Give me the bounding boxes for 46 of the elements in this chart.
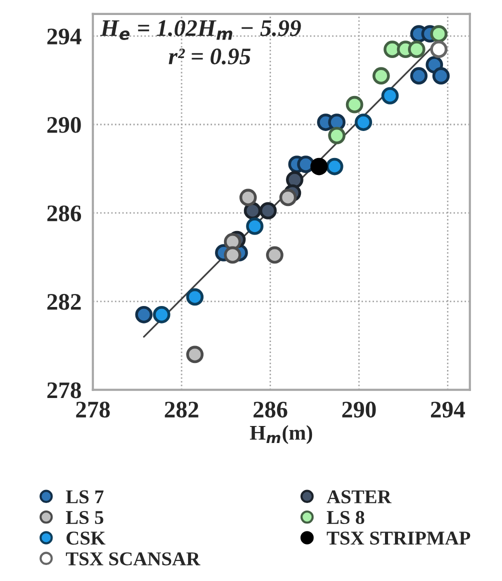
point — [310, 158, 328, 176]
point — [239, 188, 257, 206]
x-tick-label: 278 — [76, 402, 110, 418]
point — [266, 246, 284, 264]
point — [152, 306, 170, 324]
point — [346, 96, 364, 114]
legend-label: LS 8 — [326, 510, 364, 524]
point — [135, 306, 153, 324]
point — [328, 126, 346, 144]
x-tick-label: 290 — [342, 402, 376, 418]
annotation: r² = 0.95 — [168, 48, 251, 64]
point — [326, 158, 344, 176]
point — [328, 114, 346, 131]
x-axis-title: H$_{m}$(m) — [250, 425, 312, 444]
point — [246, 218, 264, 235]
x-tick-label: 282 — [164, 402, 198, 418]
point — [354, 114, 372, 131]
point — [297, 156, 314, 173]
point — [384, 40, 401, 58]
x-tick-label: 286 — [254, 402, 288, 418]
legend-label: LS 7 — [66, 490, 104, 504]
legend-label: ASTER — [326, 490, 392, 504]
point — [432, 67, 450, 85]
y-tick-label: 294 — [47, 28, 82, 44]
point — [408, 40, 426, 58]
point — [410, 67, 428, 85]
x-tick-label: 294 — [430, 402, 465, 418]
point — [186, 288, 204, 306]
legend-label: TSX SCANSAR — [66, 552, 200, 566]
legend-label: TSX STRIPMAP — [326, 532, 470, 545]
point — [286, 171, 304, 188]
legend-label: CSK — [66, 532, 106, 545]
point — [381, 87, 399, 104]
point — [186, 346, 204, 364]
point — [279, 188, 297, 206]
annotation: H$_{e}$ = 1.02H$_{m}$ − 5.99 — [100, 20, 301, 40]
point — [259, 202, 277, 220]
y-tick-label: 282 — [47, 294, 81, 310]
y-tick-label: 278 — [47, 382, 81, 398]
point — [372, 67, 390, 85]
legend-label: LS 5 — [66, 510, 104, 524]
y-tick-label: 290 — [47, 116, 81, 133]
point — [430, 40, 448, 58]
y-tick-label: 286 — [47, 205, 82, 222]
point — [430, 25, 448, 43]
point — [224, 246, 242, 264]
